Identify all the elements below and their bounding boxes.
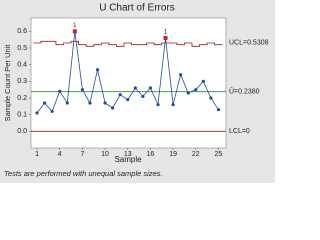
chart-title: U Chart of Errors (99, 3, 175, 14)
center-label: Ū=0.2380 (229, 88, 260, 96)
point (171, 103, 175, 107)
x-tick-label: 25 (215, 151, 223, 158)
point (50, 109, 54, 113)
y-tick-label: 0.3 (17, 78, 27, 85)
y-tick-label: 0.5 (17, 45, 27, 52)
point (194, 88, 198, 92)
flagged-point (163, 36, 168, 40)
y-tick-label: 0.4 (17, 62, 27, 69)
x-tick-label: 16 (147, 151, 155, 158)
point (186, 91, 190, 95)
y-tick-label: 0.2 (17, 95, 27, 102)
point (201, 79, 205, 83)
x-tick-label: 22 (192, 151, 200, 158)
x-tick-label: 10 (101, 151, 109, 158)
ucl-line (33, 40, 223, 47)
point (65, 101, 69, 105)
point (148, 86, 153, 90)
ucl-label: UCL=0.5308 (229, 40, 269, 47)
point (43, 101, 47, 105)
point (111, 106, 115, 110)
flagged-point (72, 29, 77, 34)
chart: U Chart of Errors Sample Sample Count Pe… (0, 0, 275, 183)
lcl-label: LCL=0 (229, 128, 250, 135)
point (35, 111, 39, 115)
y-tick-label: 0.6 (17, 28, 27, 35)
point (118, 93, 122, 97)
point (141, 94, 145, 98)
y-label: Sample Count Per Unit (3, 44, 12, 122)
footnote: Tests are performed with unequal sample … (4, 169, 163, 178)
point (58, 89, 62, 93)
x-tick-label: 7 (80, 151, 84, 158)
x-tick-label: 19 (169, 151, 177, 158)
y-tick-label: 0.0 (17, 128, 27, 135)
x-label: Sample (114, 155, 142, 164)
y-tick-label: 0.1 (17, 112, 27, 119)
flag-label: 1 (164, 30, 168, 36)
point (133, 86, 137, 90)
point (80, 88, 84, 92)
point (179, 73, 183, 77)
point (103, 101, 107, 105)
flag-label: 1 (73, 23, 77, 29)
x-tick-label: 4 (58, 151, 62, 158)
plot-area (30, 17, 227, 149)
point (95, 68, 100, 72)
point (209, 96, 213, 100)
point (216, 108, 221, 112)
point (156, 103, 160, 107)
point (88, 101, 92, 105)
point (126, 98, 130, 102)
x-tick-label: 1 (35, 151, 39, 158)
x-tick-label: 13 (124, 151, 132, 158)
